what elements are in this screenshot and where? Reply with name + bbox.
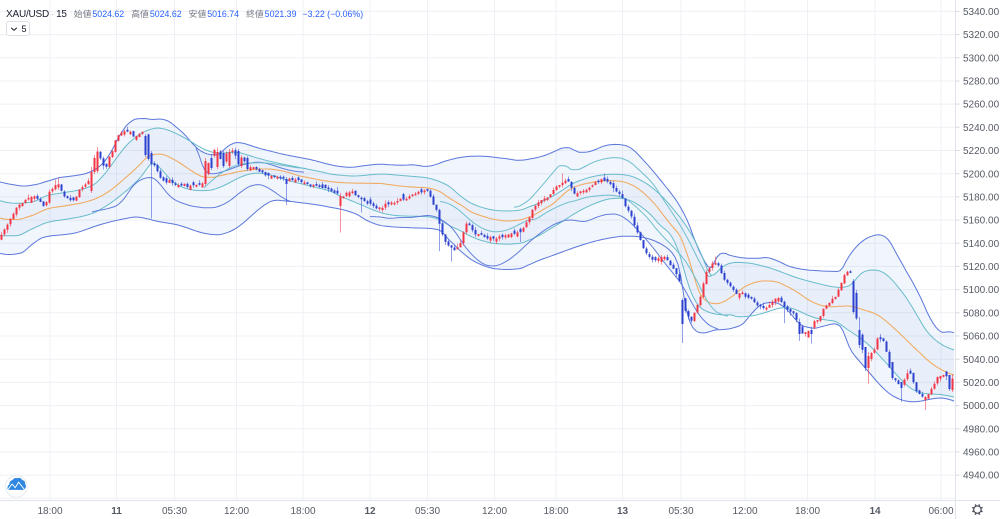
svg-text:5180.00: 5180.00 xyxy=(963,193,1000,204)
svg-text:5340.00: 5340.00 xyxy=(963,7,1000,18)
svg-text:12: 12 xyxy=(364,506,376,517)
svg-text:05:30: 05:30 xyxy=(415,506,440,517)
svg-text:05:30: 05:30 xyxy=(162,506,187,517)
svg-text:5220.00: 5220.00 xyxy=(963,146,1000,157)
svg-text:5100.00: 5100.00 xyxy=(963,285,1000,296)
svg-text:18:00: 18:00 xyxy=(37,506,62,517)
svg-text:12:00: 12:00 xyxy=(732,506,757,517)
svg-text:5260.00: 5260.00 xyxy=(963,100,1000,111)
svg-text:5040.00: 5040.00 xyxy=(963,355,1000,366)
svg-text:5020.00: 5020.00 xyxy=(963,378,1000,389)
svg-text:18:00: 18:00 xyxy=(543,506,568,517)
svg-text:5140.00: 5140.00 xyxy=(963,239,1000,250)
svg-text:5080.00: 5080.00 xyxy=(963,308,1000,319)
svg-text:18:00: 18:00 xyxy=(795,506,820,517)
svg-text:5000.00: 5000.00 xyxy=(963,401,1000,412)
svg-text:4980.00: 4980.00 xyxy=(963,424,1000,435)
svg-text:14: 14 xyxy=(869,506,881,517)
svg-text:06:00: 06:00 xyxy=(928,506,953,517)
svg-text:5280.00: 5280.00 xyxy=(963,77,1000,88)
svg-text:13: 13 xyxy=(617,506,629,517)
svg-text:5200.00: 5200.00 xyxy=(963,169,1000,180)
svg-text:05:30: 05:30 xyxy=(668,506,693,517)
svg-text:12:00: 12:00 xyxy=(482,506,507,517)
svg-text:5320.00: 5320.00 xyxy=(963,30,1000,41)
svg-text:5060.00: 5060.00 xyxy=(963,332,1000,343)
svg-text:4940.00: 4940.00 xyxy=(963,471,1000,482)
svg-text:5120.00: 5120.00 xyxy=(963,262,1000,273)
svg-text:11: 11 xyxy=(111,506,122,517)
svg-text:5160.00: 5160.00 xyxy=(963,216,1000,227)
svg-text:5300.00: 5300.00 xyxy=(963,53,1000,64)
svg-text:5240.00: 5240.00 xyxy=(963,123,1000,134)
svg-text:18:00: 18:00 xyxy=(290,506,315,517)
svg-text:12:00: 12:00 xyxy=(224,506,249,517)
svg-text:4960.00: 4960.00 xyxy=(963,448,1000,459)
